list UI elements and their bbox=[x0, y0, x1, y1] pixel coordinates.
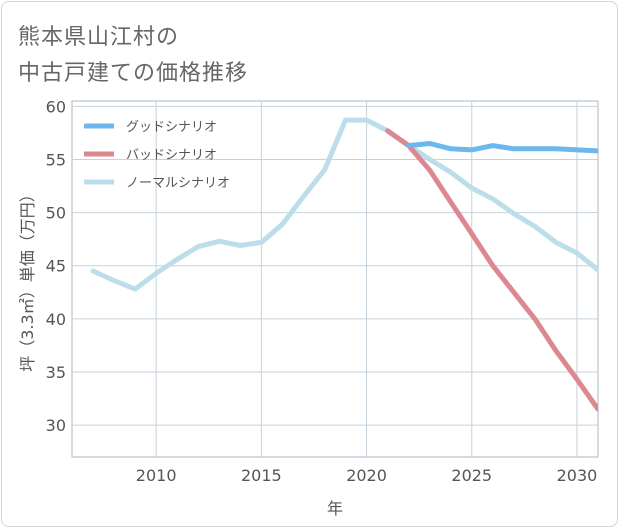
x-axis-ticks: 2010 2015 2020 2025 2030 bbox=[136, 466, 598, 485]
x-tick-label: 2015 bbox=[241, 466, 282, 485]
x-tick-label: 2010 bbox=[136, 466, 177, 485]
plot-area bbox=[71, 100, 599, 458]
y-tick-label: 30 bbox=[46, 416, 66, 435]
y-tick-label: 45 bbox=[46, 257, 66, 276]
chart-title-line-1: 熊本県山江村の bbox=[18, 25, 180, 50]
series-line-1 bbox=[385, 128, 598, 412]
y-tick-label: 55 bbox=[46, 150, 66, 169]
series-lines bbox=[90, 117, 598, 412]
y-tick-label: 60 bbox=[46, 97, 66, 116]
x-axis-label: 年 bbox=[327, 499, 343, 518]
chart-title-line-2: 中古戸建ての価格推移 bbox=[18, 61, 249, 86]
x-tick-label: 2020 bbox=[346, 466, 387, 485]
legend-label-2: ノーマルシナリオ bbox=[126, 176, 230, 191]
legend-label-1: バッドシナリオ bbox=[126, 148, 217, 163]
y-axis-label: 坪（3.3㎡）単価（万円） bbox=[18, 186, 37, 371]
y-tick-label: 40 bbox=[46, 310, 66, 329]
x-tick-label: 2025 bbox=[451, 466, 492, 485]
y-tick-label: 35 bbox=[46, 363, 66, 382]
x-tick-label: 2030 bbox=[557, 466, 598, 485]
series-line-0 bbox=[406, 141, 598, 154]
y-tick-label: 50 bbox=[46, 204, 66, 223]
series-line-2 bbox=[90, 117, 598, 292]
y-axis-ticks: 30 35 40 45 50 55 60 bbox=[46, 97, 66, 435]
legend-label-0: グッドシナリオ bbox=[126, 120, 217, 135]
